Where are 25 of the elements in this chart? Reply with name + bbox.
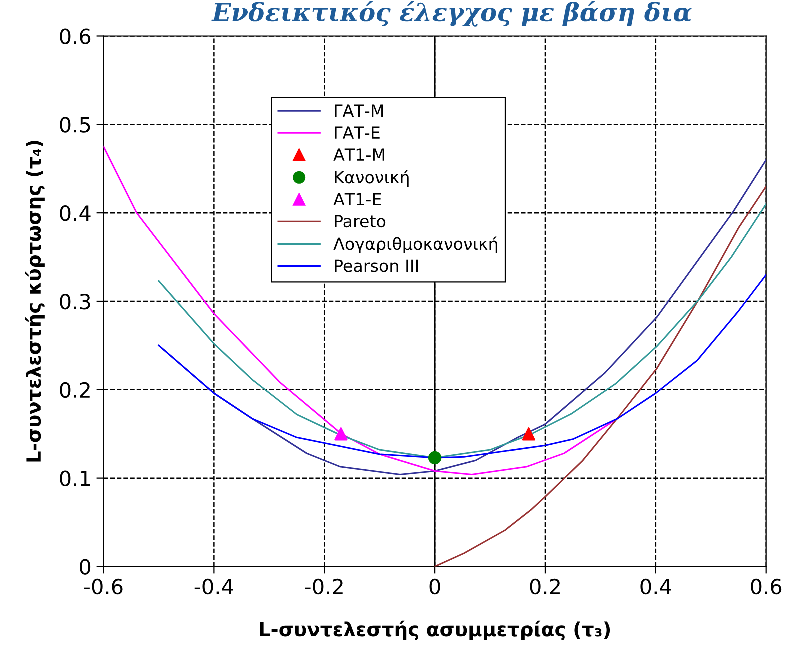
y-axis-title: L-συντελεστής κύρτωσης (τ₄) — [25, 141, 45, 462]
legend-label: Κανονική — [335, 170, 409, 187]
y-tick-label: 0.2 — [60, 382, 90, 398]
legend-label: ΑΤ1-Ε — [334, 193, 382, 206]
y-tick-label: 0.1 — [60, 470, 90, 487]
y-tick-label: 0.3 — [60, 294, 90, 310]
y-tick-label: 0.6 — [60, 28, 91, 44]
legend-label: Λογαριθμοκανονική — [334, 236, 498, 254]
y-tick-label: 0.5 — [60, 117, 90, 133]
x-tick-label: 0.4 — [640, 578, 672, 595]
legend-label: Pearson III — [335, 260, 418, 272]
legend-label: ΓΑΤ-Ε — [335, 126, 380, 139]
x-tick-label: 0.2 — [530, 578, 560, 595]
x-tick-label: 0 — [430, 578, 440, 595]
chart-title: Ενδεικτικός έλεγχος με βάση δια — [212, 1, 692, 27]
legend-label: Pareto — [335, 215, 386, 228]
legend-label: ΓΑΤ-Μ — [335, 104, 384, 117]
x-tick-label: -0.4 — [194, 578, 234, 595]
x-tick-label: -0.2 — [305, 578, 343, 595]
x-axis-title: L-συντελεστής ασυμμετρίας (τ₃) — [260, 620, 610, 641]
x-tick-label: 0.6 — [751, 578, 782, 595]
x-tick-label: -0.6 — [84, 578, 123, 595]
y-tick-label: 0 — [80, 559, 91, 575]
y-tick-label: 0.4 — [60, 206, 91, 222]
legend-label: ΑΤ1-Μ — [334, 148, 384, 161]
